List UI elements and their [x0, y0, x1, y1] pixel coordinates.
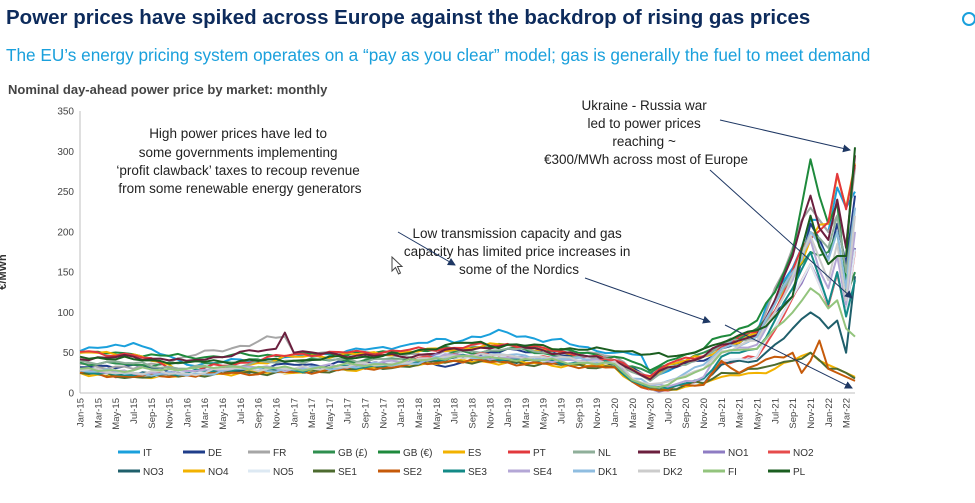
- legend-label-no2: NO2: [793, 448, 814, 459]
- x-tick-label: May-18: [432, 398, 443, 430]
- series-line-pl: [79, 147, 856, 365]
- x-tick-label: Sep-20: [681, 398, 692, 429]
- legend-label-pl: PL: [793, 467, 806, 478]
- legend-label-it: IT: [143, 448, 152, 459]
- x-tick-label: Sep-16: [254, 398, 265, 429]
- x-tick-label: May-19: [539, 398, 550, 430]
- series-line-se1: [79, 351, 856, 391]
- x-tick-label: Jul-19: [557, 398, 568, 424]
- x-tick-label: Mar-17: [307, 398, 318, 428]
- legend-label-gb: GB (€): [403, 448, 432, 459]
- series-line-pt: [79, 164, 856, 378]
- x-tick-label: Sep-15: [147, 398, 158, 429]
- page-subtitle: The EU’s energy pricing system operates …: [6, 45, 871, 65]
- legend-label-pt: PT: [533, 448, 546, 459]
- nordics-arrow-left: [397, 231, 456, 266]
- legend-label-fi: FI: [728, 467, 737, 478]
- y-tick-label: 300: [57, 147, 74, 158]
- series-line-se2: [79, 339, 856, 392]
- legend-label-dk2: DK2: [663, 467, 683, 478]
- nordics-connector: [584, 277, 711, 324]
- x-tick-label: Nov-21: [806, 398, 817, 429]
- ukraine-arrow-lower: [709, 169, 853, 299]
- annotation-ukraine-war: Ukraine - Russia war led to power prices…: [544, 98, 748, 167]
- x-tick-label: Jan-18: [396, 398, 407, 427]
- x-tick-label: May-20: [646, 398, 657, 430]
- nordics-arrow-right: [724, 324, 853, 389]
- annotation-nordics: Low transmission capacity and gas capaci…: [404, 226, 634, 277]
- x-tick-label: Sep-19: [574, 398, 585, 429]
- x-tick-label: Nov-17: [378, 398, 389, 429]
- y-axis-label: €/MWh: [0, 254, 9, 290]
- legend-label-se3: SE3: [468, 467, 487, 478]
- legend-label-gb: GB (£): [338, 448, 367, 459]
- legend-label-be: BE: [663, 448, 677, 459]
- legend-label-no4: NO4: [208, 467, 229, 478]
- x-tick-label: Mar-18: [414, 398, 425, 428]
- x-tick-label: Mar-22: [842, 398, 853, 428]
- x-tick-label: Jan-16: [182, 398, 193, 427]
- legend-label-no1: NO1: [728, 448, 749, 459]
- x-tick-label: Nov-19: [592, 398, 603, 429]
- y-tick-label: 0: [68, 389, 74, 400]
- x-tick-label: Jan-17: [289, 398, 300, 427]
- x-tick-label: Mar-19: [521, 398, 532, 428]
- y-tick-label: 100: [57, 308, 74, 319]
- legend-label-fr: FR: [273, 448, 286, 459]
- series-line-fi: [79, 287, 856, 389]
- legend-label-se2: SE2: [403, 467, 422, 478]
- x-tick-label: Nov-16: [271, 398, 282, 429]
- legend-label-se1: SE1: [338, 467, 357, 478]
- y-tick-label: 250: [57, 187, 74, 198]
- x-tick-label: Jul-16: [236, 398, 247, 424]
- x-tick-label: May-21: [753, 398, 764, 430]
- mouse-cursor-icon: [391, 256, 404, 275]
- series-line-be: [79, 155, 856, 381]
- x-tick-label: May-17: [325, 398, 336, 430]
- x-tick-label: Jul-15: [129, 398, 140, 424]
- legend-label-de: DE: [208, 448, 222, 459]
- x-tick-label: Sep-17: [361, 398, 372, 429]
- x-tick-label: Nov-18: [485, 398, 496, 429]
- x-tick-label: May-16: [218, 398, 229, 430]
- x-tick-label: Nov-15: [165, 398, 176, 429]
- x-tick-label: Jan-19: [503, 398, 514, 427]
- x-tick-label: Jan-20: [610, 398, 621, 427]
- x-tick-label: Mar-20: [628, 398, 639, 428]
- x-tick-label: Sep-18: [467, 398, 478, 429]
- x-tick-label: Jan-21: [717, 398, 728, 427]
- legend-label-nl: NL: [598, 448, 611, 459]
- legend-label-no5: NO5: [273, 467, 294, 478]
- x-tick-label: Jul-21: [770, 398, 781, 424]
- legend-label-dk1: DK1: [598, 467, 618, 478]
- legend-label-no3: NO3: [143, 467, 164, 478]
- x-tick-label: Jan-22: [824, 398, 835, 427]
- x-tick-label: Jul-18: [450, 398, 461, 424]
- x-tick-label: Mar-21: [735, 398, 746, 428]
- legend-label-se4: SE4: [533, 467, 552, 478]
- page-title: Power prices have spiked across Europe a…: [6, 6, 811, 29]
- annotations: High power prices have led to some gover…: [116, 98, 748, 277]
- y-tick-label: 200: [57, 227, 74, 238]
- y-tick-label: 150: [57, 268, 74, 279]
- x-tick-label: Nov-20: [699, 398, 710, 429]
- x-tick-label: Jan-15: [76, 398, 87, 427]
- chart-title: Nominal day-ahead power price by market:…: [8, 82, 328, 97]
- y-tick-label: 350: [57, 107, 74, 118]
- x-tick-label: Jul-17: [343, 398, 354, 424]
- x-tick-label: Mar-15: [93, 398, 104, 428]
- y-tick-label: 50: [63, 348, 75, 359]
- x-tick-label: Jul-20: [663, 398, 674, 424]
- x-tick-label: May-15: [111, 398, 122, 430]
- ukraine-arrow: [719, 119, 851, 153]
- x-tick-label: Sep-21: [788, 398, 799, 429]
- legend-label-es: ES: [468, 448, 482, 459]
- annotation-profit-clawback: High power prices have led to some gover…: [116, 126, 363, 196]
- x-tick-label: Mar-16: [200, 398, 211, 428]
